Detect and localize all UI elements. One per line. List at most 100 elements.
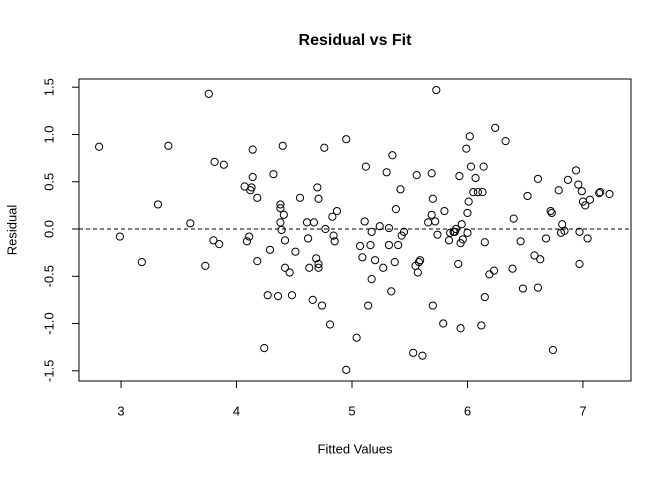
point [428, 194, 437, 203]
point [462, 144, 471, 153]
point [276, 218, 285, 227]
plot-frame [78, 78, 632, 382]
point [320, 143, 329, 152]
point [409, 348, 418, 357]
point [342, 135, 351, 144]
y-axis-title: Residual [4, 205, 19, 256]
point [464, 197, 473, 206]
point [533, 174, 543, 184]
point [370, 256, 380, 265]
point [295, 193, 305, 202]
point [471, 173, 480, 183]
x-tick-label: 3 [117, 403, 124, 418]
point [394, 240, 403, 250]
point [585, 195, 594, 204]
point [280, 236, 290, 245]
point [94, 142, 104, 151]
point [308, 295, 317, 304]
point [355, 241, 365, 251]
point [375, 222, 384, 231]
point [477, 321, 486, 330]
point [546, 206, 555, 216]
point [428, 301, 437, 310]
point [186, 219, 195, 228]
point [204, 89, 213, 98]
point [396, 185, 405, 194]
point [305, 263, 314, 272]
point [575, 259, 584, 269]
point [596, 188, 605, 197]
point [247, 183, 256, 192]
point [480, 292, 489, 302]
point [276, 204, 285, 213]
point [457, 220, 466, 229]
point [291, 247, 300, 256]
x-axis-title: Fitted Values [318, 441, 393, 456]
point [583, 234, 592, 243]
point [571, 166, 581, 175]
point [574, 180, 583, 189]
point [480, 238, 489, 247]
point [382, 168, 391, 177]
point [577, 187, 586, 196]
point [164, 141, 173, 150]
point [364, 301, 373, 310]
point [358, 253, 367, 262]
point [367, 275, 376, 284]
point [469, 188, 478, 197]
point [432, 85, 441, 95]
point [439, 319, 448, 328]
point [280, 263, 290, 272]
point [309, 218, 318, 227]
point [329, 231, 338, 240]
point [454, 259, 463, 269]
point [533, 283, 543, 292]
y-tick-label: 1.5 [41, 78, 56, 96]
point [458, 235, 467, 244]
point [444, 236, 454, 245]
point [277, 225, 286, 235]
point [330, 237, 339, 246]
y-tick-label: 0.5 [41, 173, 56, 191]
point [456, 324, 465, 333]
point [412, 171, 421, 180]
point [431, 217, 440, 226]
point [473, 188, 482, 197]
point [414, 257, 424, 267]
point [278, 141, 287, 150]
point [215, 240, 224, 249]
point [313, 183, 322, 192]
x-tick-label: 6 [464, 403, 471, 418]
point [416, 256, 425, 265]
y-tick-label: 1.0 [41, 125, 56, 143]
y-tick-label: -1.0 [41, 312, 56, 334]
point [581, 201, 590, 210]
point [379, 263, 388, 272]
point [342, 365, 351, 374]
point [433, 230, 442, 239]
point [314, 259, 323, 269]
point [387, 287, 396, 296]
point [424, 218, 433, 227]
point [554, 186, 563, 195]
point [115, 232, 124, 241]
point [269, 170, 278, 179]
point [273, 292, 283, 301]
point [536, 255, 545, 264]
point [260, 344, 269, 353]
point [219, 160, 228, 169]
point [253, 193, 262, 202]
point [575, 227, 584, 236]
point [485, 270, 494, 279]
point [390, 257, 399, 267]
y-tick-label: -0.5 [41, 265, 56, 287]
point [384, 223, 394, 233]
point [153, 200, 163, 209]
chart-title: Residual vs Fit [299, 32, 413, 49]
point [325, 320, 335, 329]
point [541, 234, 551, 243]
point [201, 261, 210, 270]
point [314, 263, 323, 272]
point [245, 232, 254, 241]
point [321, 224, 330, 234]
